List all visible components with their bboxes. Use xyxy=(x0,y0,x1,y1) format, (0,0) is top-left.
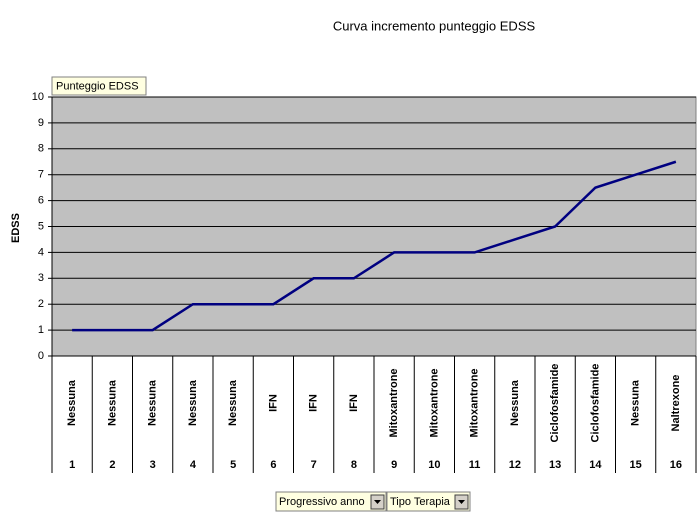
x-tick-label: 3 xyxy=(150,459,156,471)
x-tick-label: 1 xyxy=(69,459,75,471)
therapy-label: Nessuna xyxy=(106,379,118,426)
dropdown-arrow xyxy=(374,500,381,504)
series-line xyxy=(72,160,677,332)
therapy-label: Ciclofosfamide xyxy=(549,364,561,443)
therapy-label: Nessuna xyxy=(66,379,78,426)
x-tick-label: 6 xyxy=(270,459,276,471)
y-tick-label: 2 xyxy=(38,298,44,310)
field-button[interactable] xyxy=(386,491,471,512)
series-field-label: Punteggio EDSS xyxy=(56,80,139,92)
therapy-label: Nessuna xyxy=(509,379,521,426)
therapy-label: Mitoxantrone xyxy=(428,368,440,437)
therapy-label: Nessuna xyxy=(187,379,199,426)
x-tick-label: 14 xyxy=(589,459,602,471)
therapy-label: Ciclofosfamide xyxy=(589,364,601,443)
x-tick-label: 13 xyxy=(549,459,561,471)
field-button-label: Progressivo anno xyxy=(279,496,365,508)
field-button[interactable] xyxy=(275,491,387,512)
x-tick-label: 15 xyxy=(630,459,642,471)
chart-title: Curva incremento punteggio EDSS xyxy=(333,18,536,33)
therapy-label: IFN xyxy=(267,394,279,412)
x-tick-label: 16 xyxy=(670,459,682,471)
therapy-label: Nessuna xyxy=(630,379,642,426)
y-tick-label: 0 xyxy=(38,350,44,362)
x-tick-label: 2 xyxy=(109,459,115,471)
dropdown-arrow xyxy=(458,500,465,504)
y-tick-label: 9 xyxy=(38,117,44,129)
therapy-label: Nessuna xyxy=(227,379,239,426)
x-tick-label: 4 xyxy=(190,459,197,471)
y-tick-label: 4 xyxy=(38,246,44,258)
x-tick-label: 9 xyxy=(391,459,397,471)
y-tick-label: 10 xyxy=(32,91,44,103)
x-tick-label: 12 xyxy=(509,459,521,471)
therapy-label: Nessuna xyxy=(147,379,159,426)
x-tick-label: 10 xyxy=(428,459,440,471)
x-tick-label: 8 xyxy=(351,459,357,471)
y-tick-label: 3 xyxy=(38,272,44,284)
therapy-label: IFN xyxy=(348,394,360,412)
y-tick-label: 5 xyxy=(38,220,44,232)
therapy-label: Naltrexone xyxy=(670,375,682,432)
y-tick-label: 1 xyxy=(38,324,44,336)
y-tick-label: 6 xyxy=(38,195,44,207)
therapy-label: Mitoxantrone xyxy=(388,368,400,437)
therapy-label: Mitoxantrone xyxy=(469,368,481,437)
field-button-label: Tipo Terapia xyxy=(390,496,451,508)
x-tick-label: 5 xyxy=(230,459,236,471)
therapy-label: IFN xyxy=(308,394,320,412)
x-tick-label: 7 xyxy=(311,459,317,471)
y-axis-label: EDSS xyxy=(10,213,22,243)
series-field-button[interactable] xyxy=(51,76,147,96)
y-tick-label: 8 xyxy=(38,143,44,155)
x-tick-label: 11 xyxy=(469,459,481,471)
y-tick-label: 7 xyxy=(38,169,44,181)
